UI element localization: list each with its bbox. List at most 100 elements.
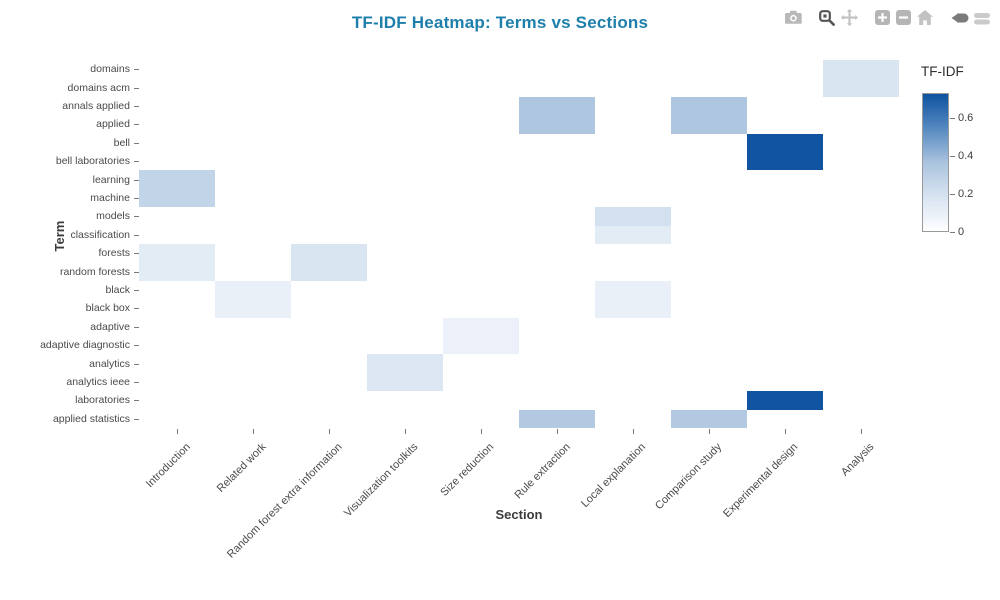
heatmap-cell[interactable] (671, 409, 747, 428)
y-tick-label: domains (90, 63, 130, 76)
y-tick-label: analytics ieee (66, 376, 130, 388)
heatmap-cell[interactable] (367, 354, 443, 373)
y-tick-mark (134, 253, 139, 255)
y-tick-label: annals applied (62, 100, 130, 112)
y-tick-mark (134, 124, 139, 126)
x-tick-mark (253, 429, 254, 434)
heatmap-cell[interactable] (139, 170, 215, 189)
y-tick-mark (134, 87, 139, 89)
y-tick-mark (134, 326, 139, 328)
heatmap-cell[interactable] (519, 96, 595, 116)
colorbar-gradient (922, 93, 949, 232)
y-tick-label: black (105, 284, 130, 296)
camera-icon[interactable] (782, 8, 805, 27)
zoom-icon[interactable] (816, 8, 838, 28)
heatmap-cell[interactable] (139, 244, 215, 263)
x-tick-label: Visualization toolkits (342, 441, 421, 520)
heatmap-cell[interactable] (747, 152, 823, 171)
y-tick-mark (134, 106, 139, 107)
colorbar-tick-mark (950, 232, 955, 233)
y-tick-label: applied statistics (52, 412, 130, 425)
colorbar-tick-label: 0.2 (958, 187, 974, 200)
y-tick-mark (134, 161, 139, 163)
y-tick-mark (134, 418, 139, 420)
heatmap-cell[interactable] (519, 115, 595, 134)
y-tick-mark (134, 363, 139, 365)
colorbar-tick-label: 0 (958, 226, 965, 238)
plotly-logo-icon[interactable] (947, 8, 995, 28)
x-tick-label: Local explanation (579, 441, 649, 511)
y-tick-label: adaptive (90, 320, 130, 333)
heatmap-cell[interactable] (747, 391, 823, 410)
heatmap-cell[interactable] (519, 409, 595, 428)
heatmap-cell[interactable] (443, 336, 519, 355)
heatmap-cell[interactable] (671, 115, 747, 134)
x-axis-title: Section (495, 507, 543, 522)
x-tick-mark (709, 429, 710, 434)
y-tick-label: random forests (59, 265, 130, 278)
y-tick-mark (134, 308, 139, 310)
y-tick-label: machine (90, 192, 130, 204)
heatmap-cell[interactable] (747, 133, 823, 152)
heatmap-cell[interactable] (595, 280, 671, 300)
colorbar-tick-label: 0.6 (958, 111, 974, 124)
colorbar-tick-mark (950, 193, 955, 195)
zoom-in-icon[interactable] (872, 8, 893, 27)
x-tick-label: Introduction (143, 441, 193, 491)
heatmap-cell[interactable] (139, 188, 215, 208)
modebar (782, 7, 995, 28)
heatmap-cell[interactable] (595, 225, 671, 244)
x-tick-label: Analysis (839, 441, 877, 479)
y-tick-mark (134, 400, 139, 402)
y-tick-label: models (96, 210, 130, 223)
x-tick-mark (633, 429, 634, 434)
x-tick-mark (177, 429, 178, 434)
heatmap-cell[interactable] (671, 96, 747, 116)
y-tick-label: forests (98, 247, 130, 260)
colorbar-tick-mark (950, 117, 955, 119)
y-tick-mark (134, 345, 139, 347)
y-tick-mark (134, 234, 139, 236)
x-tick-mark (785, 429, 786, 434)
x-tick-label: Experimental design (721, 441, 801, 520)
chart-title: TF-IDF Heatmap: Terms vs Sections (351, 13, 649, 32)
y-tick-mark (134, 271, 139, 273)
pan-icon[interactable] (838, 7, 861, 28)
heatmap-cell[interactable] (139, 262, 215, 281)
heatmap-cell[interactable] (291, 262, 367, 281)
y-tick-mark (134, 69, 139, 71)
heatmap-cell[interactable] (367, 372, 443, 392)
x-tick-label: Comparison study (653, 441, 725, 513)
x-tick-mark (329, 429, 330, 434)
x-tick-label: Related work (214, 441, 269, 495)
y-tick-label: classification (70, 228, 130, 241)
y-tick-label: applied (96, 118, 130, 131)
heatmap-cell[interactable] (595, 207, 671, 226)
y-tick-label: analytics (89, 357, 130, 370)
y-tick-label: bell laboratories (55, 155, 130, 168)
heatmap-cell[interactable] (291, 244, 367, 263)
heatmap-cell[interactable] (215, 299, 291, 318)
heatmap-plot-area[interactable] (139, 60, 899, 428)
x-tick-label: Size reduction (438, 441, 497, 499)
x-tick-mark (405, 429, 406, 434)
x-tick-mark (557, 429, 558, 434)
zoom-out-icon[interactable] (893, 8, 914, 27)
heatmap-cell[interactable] (443, 317, 519, 336)
y-tick-label: bell (113, 136, 130, 149)
y-tick-mark (134, 382, 139, 383)
y-tick-mark (134, 290, 139, 291)
y-tick-label: adaptive diagnostic (40, 339, 130, 352)
x-tick-mark (861, 429, 862, 434)
y-axis-title: Term (51, 220, 67, 252)
y-tick-mark (134, 198, 139, 199)
heatmap-cell[interactable] (215, 280, 291, 300)
home-icon[interactable] (914, 8, 936, 27)
heatmap-cell[interactable] (823, 60, 899, 79)
y-tick-label: laboratories (75, 394, 130, 407)
heatmap-cell[interactable] (595, 299, 671, 318)
heatmap-cell[interactable] (823, 78, 899, 97)
colorbar-title: TF-IDF (921, 64, 964, 79)
y-tick-label: learning (92, 173, 130, 186)
